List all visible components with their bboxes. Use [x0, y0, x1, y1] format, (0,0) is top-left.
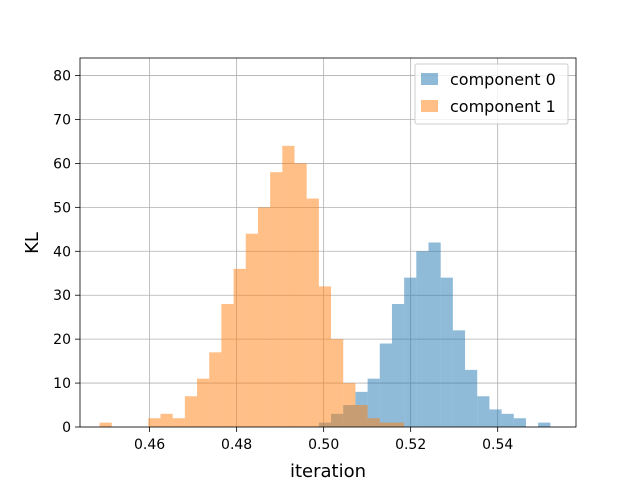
y-tick-label: 10 — [53, 376, 71, 392]
histogram-bar-series-0 — [538, 422, 551, 427]
x-tick-label: 0.50 — [308, 437, 339, 453]
plot-frame — [79, 57, 577, 428]
histogram-bar-series-1 — [294, 163, 307, 427]
legend-swatch — [421, 73, 438, 85]
histogram-bar-series-1 — [221, 304, 234, 427]
histogram-bar-series-0 — [513, 418, 526, 427]
histogram-bar-series-1 — [318, 286, 332, 427]
histogram-bar-series-1 — [367, 418, 380, 427]
legend-box — [414, 63, 569, 125]
histogram-bar-series-0 — [465, 369, 478, 427]
grid — [80, 58, 576, 428]
histogram-bar-series-0 — [489, 409, 502, 427]
histogram-bar-series-1 — [160, 413, 173, 427]
legend-label: component 0 — [450, 70, 556, 89]
x-tick-label: 0.54 — [482, 437, 513, 453]
x-tick-label: 0.52 — [395, 437, 426, 453]
legend: component 0 component 1 — [414, 63, 569, 125]
histogram-bar-series-1 — [245, 233, 258, 427]
y-axis-label: KL — [22, 232, 43, 254]
histogram-bar-series-1 — [209, 352, 222, 427]
histogram-bar-series-0 — [367, 378, 380, 427]
histogram-bar-series-0 — [428, 242, 441, 427]
histogram-bar-series-0 — [440, 277, 453, 427]
y-tick-label: 60 — [53, 156, 71, 172]
histogram-bar-series-0 — [379, 343, 392, 427]
histogram-bar-series-1 — [391, 422, 405, 427]
histogram-bar-series-1 — [172, 418, 185, 427]
histogram-bar-series-1 — [99, 422, 112, 427]
y-tick-label: 20 — [53, 332, 71, 348]
y-tick-label: 50 — [53, 200, 71, 216]
histogram-bar-series-1 — [184, 396, 198, 427]
histogram-bar-series-1 — [233, 268, 246, 427]
legend-swatch — [421, 100, 438, 112]
histogram-bar-series-0 — [452, 330, 466, 427]
y-tick-label: 30 — [53, 288, 71, 304]
x-axis: 0.46 0.48 0.50 0.52 0.54 — [134, 427, 513, 453]
histogram-bar-series-1 — [306, 198, 319, 427]
x-axis-label: iteration — [290, 461, 366, 480]
y-tick-label: 0 — [62, 420, 71, 436]
histogram-bar-series-1 — [270, 172, 283, 427]
x-tick-label: 0.46 — [134, 437, 165, 453]
histogram-bar-series-1 — [343, 383, 356, 427]
histogram-bar-series-0 — [501, 413, 514, 427]
bars — [99, 145, 551, 427]
histogram-bar-series-1 — [355, 405, 368, 427]
histogram-bar-series-0 — [416, 251, 429, 427]
histogram-bar-series-0 — [404, 277, 417, 427]
x-tick-label: 0.48 — [221, 437, 252, 453]
histogram-bar-series-1 — [148, 418, 161, 427]
y-tick-label: 80 — [53, 69, 71, 85]
y-axis: 0 10 20 30 40 50 60 70 80 — [53, 69, 80, 436]
legend-label: component 1 — [450, 97, 556, 116]
y-tick-label: 40 — [53, 244, 71, 260]
histogram-bar-series-1 — [331, 339, 344, 427]
y-tick-label: 70 — [53, 113, 71, 129]
histogram-bar-series-1 — [282, 145, 295, 427]
histogram-bar-series-1 — [257, 207, 271, 427]
histogram-bar-series-0 — [391, 304, 405, 427]
histogram-bar-series-1 — [379, 422, 392, 427]
histogram-bar-series-1 — [197, 378, 210, 427]
histogram-bar-series-0 — [477, 396, 490, 427]
